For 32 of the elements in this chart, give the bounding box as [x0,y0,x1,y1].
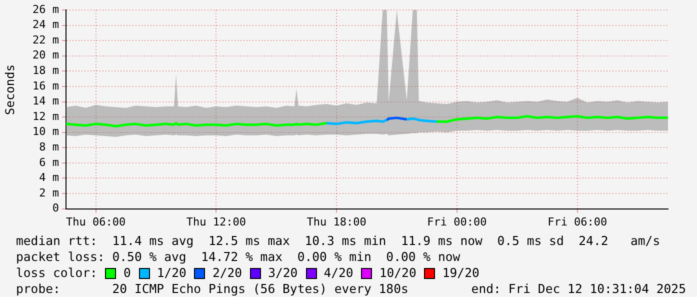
y-tick-label: 10 m [32,125,60,138]
text: end: Fri Dec 12 10:31:04 2025 [471,281,686,297]
y-tick-label: 26 m [32,2,60,16]
y-tick-label: 4 m [39,171,60,184]
y-tick-label: 22 m [32,33,60,46]
text: packet loss: 0.50 % avg 14.72 % max 0.00 % min 0.00 % now [16,249,460,265]
y-tick-label: 16 m [32,79,60,92]
legend-label: 1/20 [156,265,186,281]
legend-label: 4/20 [324,265,354,281]
legend-title: loss color: [16,265,98,281]
x-tick-label: Fri 00:00 [427,215,487,228]
y-tick-label: 8 m [39,140,60,154]
y-tick-label: 24 m [32,18,60,32]
y-tick-label: 2 m [39,186,60,200]
y-tick-label: 18 m [32,64,60,78]
x-tick-label: Thu 18:00 [306,215,366,228]
legend-label: 19/20 [442,265,480,281]
x-tick-label: Thu 12:00 [186,215,246,228]
text: probe: 20 ICMP Echo Pings (56 Bytes) every 180s [16,281,408,297]
legend-label: 3/20 [268,265,298,281]
y-tick-label: 14 m [32,94,60,108]
y-tick-label: 20 m [32,48,60,62]
legend-label: 2/20 [212,265,242,281]
x-tick-label: Thu 06:00 [66,215,126,228]
legend-label: 0 [123,265,131,281]
y-tick-label: 0 [52,202,59,215]
text: median rtt: 11.4 ms avg 12.5 ms max 10.3 ms min 11.9 ms now 0.5 ms sd 24.2 am/s [16,233,660,249]
x-tick-label: Fri 06:00 [548,215,608,228]
y-tick-label: 12 m [32,110,60,123]
y-axis-title: Seconds [3,64,17,115]
legend-label: 10/20 [379,265,416,281]
y-tick-label: 6 m [39,156,60,169]
